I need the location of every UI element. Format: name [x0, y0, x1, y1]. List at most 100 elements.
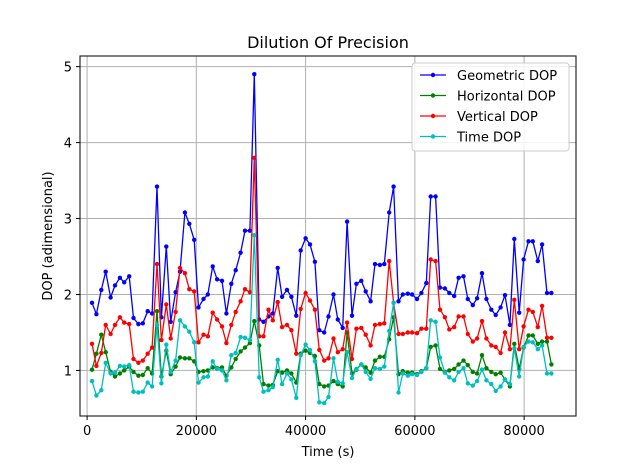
data-point-geometric-dop	[442, 286, 448, 291]
data-point-vertical-dop	[335, 350, 340, 355]
data-point-horizontal-dop	[242, 345, 248, 350]
data-point-horizontal-dop	[447, 368, 452, 373]
data-point-geometric-dop	[131, 315, 136, 321]
data-point-horizontal-dop	[182, 356, 188, 361]
data-point-geometric-dop	[340, 325, 345, 331]
data-point-vertical-dop	[549, 335, 554, 340]
data-point-geometric-dop	[405, 291, 410, 296]
data-point-horizontal-dop	[456, 362, 461, 367]
data-point-geometric-dop	[331, 292, 336, 297]
data-point-geometric-dop	[294, 313, 299, 318]
data-point-time-dop	[549, 371, 554, 376]
data-point-time-dop	[117, 363, 123, 369]
legend-swatch-marker	[430, 72, 436, 78]
data-point-geometric-dop	[484, 296, 489, 302]
data-point-vertical-dop	[428, 257, 433, 262]
series-geometric-dop	[89, 72, 554, 335]
data-point-vertical-dop	[456, 314, 461, 319]
data-point-time-dop	[489, 381, 494, 387]
data-point-horizontal-dop	[192, 359, 197, 364]
data-point-time-dop	[317, 400, 322, 405]
data-point-vertical-dop	[387, 258, 392, 264]
data-point-geometric-dop	[127, 274, 132, 279]
data-point-geometric-dop	[145, 309, 150, 314]
data-point-geometric-dop	[507, 322, 513, 328]
legend-label: Horizontal DOP	[457, 90, 556, 105]
legend-swatch-marker	[430, 93, 436, 98]
data-point-time-dop	[168, 369, 173, 375]
data-point-horizontal-dop	[452, 366, 457, 372]
data-point-time-dop	[474, 378, 480, 384]
data-point-vertical-dop	[489, 343, 494, 348]
data-point-geometric-dop	[149, 311, 155, 316]
data-point-vertical-dop	[344, 320, 350, 325]
data-point-horizontal-dop	[252, 318, 257, 324]
data-point-vertical-dop	[140, 358, 145, 363]
data-point-vertical-dop	[507, 347, 513, 352]
data-point-geometric-dop	[335, 317, 340, 322]
data-point-geometric-dop	[322, 330, 327, 335]
data-point-geometric-dop	[196, 305, 201, 310]
data-point-geometric-dop	[409, 292, 415, 297]
chart-title: Dilution Of Precision	[247, 33, 409, 52]
data-point-geometric-dop	[303, 236, 308, 241]
legend: Geometric DOP Horizontal DOP Vertical DOP T…	[411, 62, 570, 152]
data-point-vertical-dop	[535, 324, 540, 330]
data-point-horizontal-dop	[131, 369, 136, 375]
data-point-geometric-dop	[368, 299, 373, 304]
data-point-geometric-dop	[387, 210, 392, 215]
data-point-time-dop	[307, 347, 313, 353]
data-point-time-dop	[363, 369, 368, 375]
data-point-time-dop	[387, 328, 392, 334]
data-point-geometric-dop	[261, 319, 266, 324]
legend-label: Time DOP	[456, 131, 521, 146]
data-point-vertical-dop	[205, 334, 210, 339]
data-point-time-dop	[275, 357, 280, 362]
data-point-time-dop	[428, 318, 433, 323]
data-point-geometric-dop	[428, 194, 433, 199]
data-point-vertical-dop	[452, 324, 457, 330]
y-tick-label: 3	[64, 213, 72, 228]
data-point-vertical-dop	[247, 290, 253, 295]
data-point-vertical-dop	[131, 356, 136, 362]
data-point-horizontal-dop	[377, 354, 383, 359]
data-point-vertical-dop	[182, 271, 188, 276]
data-point-geometric-dop	[205, 292, 210, 297]
data-point-horizontal-dop	[461, 358, 466, 363]
data-point-geometric-dop	[154, 184, 160, 189]
data-point-horizontal-dop	[145, 366, 150, 371]
data-point-vertical-dop	[136, 360, 141, 365]
data-point-vertical-dop	[484, 336, 489, 341]
data-point-time-dop	[414, 372, 420, 378]
data-point-vertical-dop	[229, 322, 234, 328]
data-point-vertical-dop	[502, 330, 508, 335]
data-point-vertical-dop	[419, 326, 424, 331]
data-point-geometric-dop	[312, 259, 318, 264]
data-point-geometric-dop	[214, 277, 220, 282]
data-point-geometric-dop	[182, 210, 188, 215]
data-point-vertical-dop	[154, 261, 160, 267]
data-point-time-dop	[298, 353, 303, 358]
data-point-vertical-dop	[201, 332, 206, 337]
data-point-horizontal-dop	[479, 353, 485, 358]
data-point-vertical-dop	[284, 322, 290, 328]
data-point-geometric-dop	[391, 184, 396, 189]
data-point-horizontal-dop	[512, 341, 517, 346]
data-point-geometric-dop	[344, 219, 350, 224]
data-point-time-dop	[382, 364, 387, 369]
data-point-geometric-dop	[470, 302, 475, 308]
data-point-geometric-dop	[354, 281, 359, 286]
data-point-vertical-dop	[112, 322, 118, 328]
data-point-geometric-dop	[526, 239, 531, 244]
data-point-time-dop	[368, 376, 373, 381]
data-point-geometric-dop	[192, 237, 197, 242]
data-point-time-dop	[470, 383, 475, 388]
data-point-time-dop	[284, 371, 290, 376]
data-point-geometric-dop	[349, 313, 355, 318]
data-point-time-dop	[257, 375, 262, 380]
data-point-time-dop	[182, 324, 188, 329]
data-point-time-dop	[312, 359, 318, 364]
data-point-time-dop	[326, 394, 331, 400]
data-point-geometric-dop	[233, 268, 238, 273]
data-point-time-dop	[242, 335, 248, 340]
